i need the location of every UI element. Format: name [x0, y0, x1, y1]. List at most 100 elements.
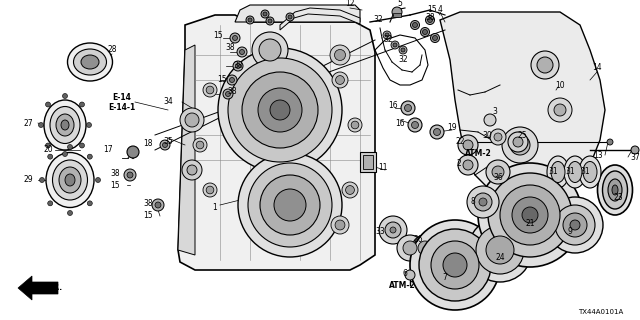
Ellipse shape: [564, 156, 586, 188]
Circle shape: [230, 33, 240, 43]
Text: 3: 3: [493, 108, 497, 116]
Circle shape: [239, 50, 244, 54]
Circle shape: [419, 229, 491, 301]
Bar: [363, 155, 373, 169]
Text: 25: 25: [517, 132, 527, 140]
Circle shape: [431, 241, 479, 289]
Circle shape: [127, 172, 133, 178]
Circle shape: [332, 72, 348, 88]
Ellipse shape: [598, 165, 632, 215]
Text: 31: 31: [548, 167, 558, 177]
Text: 38: 38: [143, 199, 153, 209]
Circle shape: [508, 132, 528, 152]
Circle shape: [163, 142, 168, 148]
Circle shape: [203, 183, 217, 197]
Circle shape: [390, 227, 396, 233]
Text: 17: 17: [103, 146, 113, 155]
Circle shape: [500, 185, 560, 245]
Circle shape: [261, 10, 269, 18]
Text: FR.: FR.: [48, 284, 62, 292]
Circle shape: [180, 108, 204, 132]
Circle shape: [95, 178, 100, 182]
Text: 15: 15: [213, 31, 223, 41]
Circle shape: [458, 155, 478, 175]
Circle shape: [443, 253, 467, 277]
Ellipse shape: [568, 162, 582, 182]
Circle shape: [259, 39, 281, 61]
Circle shape: [404, 105, 412, 111]
Text: 6: 6: [403, 269, 408, 278]
Ellipse shape: [44, 100, 86, 150]
Circle shape: [45, 102, 51, 107]
Circle shape: [248, 163, 332, 247]
Circle shape: [342, 182, 358, 198]
Circle shape: [413, 22, 417, 28]
Circle shape: [399, 46, 407, 54]
Text: 38: 38: [425, 13, 435, 22]
Circle shape: [426, 15, 435, 25]
Circle shape: [330, 45, 350, 65]
Polygon shape: [280, 8, 360, 30]
Circle shape: [607, 139, 613, 145]
Ellipse shape: [608, 179, 622, 201]
Circle shape: [547, 197, 603, 253]
Circle shape: [182, 160, 202, 180]
Circle shape: [401, 48, 405, 52]
Text: 38: 38: [110, 169, 120, 178]
Text: E-14: E-14: [113, 93, 131, 102]
Text: 15: 15: [110, 180, 120, 189]
Circle shape: [548, 98, 572, 122]
Circle shape: [160, 140, 170, 150]
Circle shape: [242, 72, 318, 148]
Text: 29: 29: [23, 175, 33, 185]
Circle shape: [40, 178, 45, 182]
Circle shape: [492, 166, 504, 178]
Circle shape: [48, 201, 52, 206]
Circle shape: [510, 135, 530, 155]
Ellipse shape: [602, 171, 627, 209]
Text: 15: 15: [217, 76, 227, 84]
Polygon shape: [440, 12, 605, 200]
Circle shape: [385, 222, 401, 238]
Circle shape: [348, 118, 362, 132]
Text: 7: 7: [443, 274, 447, 283]
Circle shape: [246, 16, 254, 24]
Text: E-14-1: E-14-1: [108, 102, 136, 111]
Circle shape: [494, 133, 502, 141]
Ellipse shape: [81, 55, 99, 69]
Circle shape: [86, 123, 92, 127]
Circle shape: [155, 202, 161, 208]
Circle shape: [248, 18, 252, 22]
Circle shape: [67, 211, 72, 215]
Text: 24: 24: [495, 253, 505, 262]
Circle shape: [391, 41, 399, 49]
Circle shape: [230, 77, 234, 83]
Text: TX44A0101A: TX44A0101A: [578, 309, 623, 315]
Text: 38: 38: [227, 87, 237, 97]
Text: 22: 22: [455, 138, 465, 147]
Text: 11: 11: [378, 164, 388, 172]
Text: 36: 36: [493, 173, 503, 182]
Circle shape: [286, 13, 294, 21]
Ellipse shape: [583, 162, 597, 182]
Circle shape: [87, 154, 92, 159]
Circle shape: [486, 160, 510, 184]
Polygon shape: [178, 45, 195, 255]
Circle shape: [67, 145, 72, 149]
Text: 26: 26: [413, 236, 423, 244]
Circle shape: [393, 43, 397, 47]
Text: 23: 23: [613, 194, 623, 203]
Circle shape: [193, 138, 207, 152]
Text: 27: 27: [23, 118, 33, 127]
Ellipse shape: [52, 160, 88, 200]
Circle shape: [228, 58, 332, 162]
Circle shape: [232, 36, 237, 41]
Circle shape: [206, 86, 214, 94]
Text: 38: 38: [225, 44, 235, 52]
Circle shape: [412, 122, 419, 129]
Circle shape: [270, 100, 290, 120]
Text: 5: 5: [397, 0, 403, 9]
Circle shape: [554, 104, 566, 116]
Text: 28: 28: [108, 45, 116, 54]
Circle shape: [431, 34, 440, 43]
